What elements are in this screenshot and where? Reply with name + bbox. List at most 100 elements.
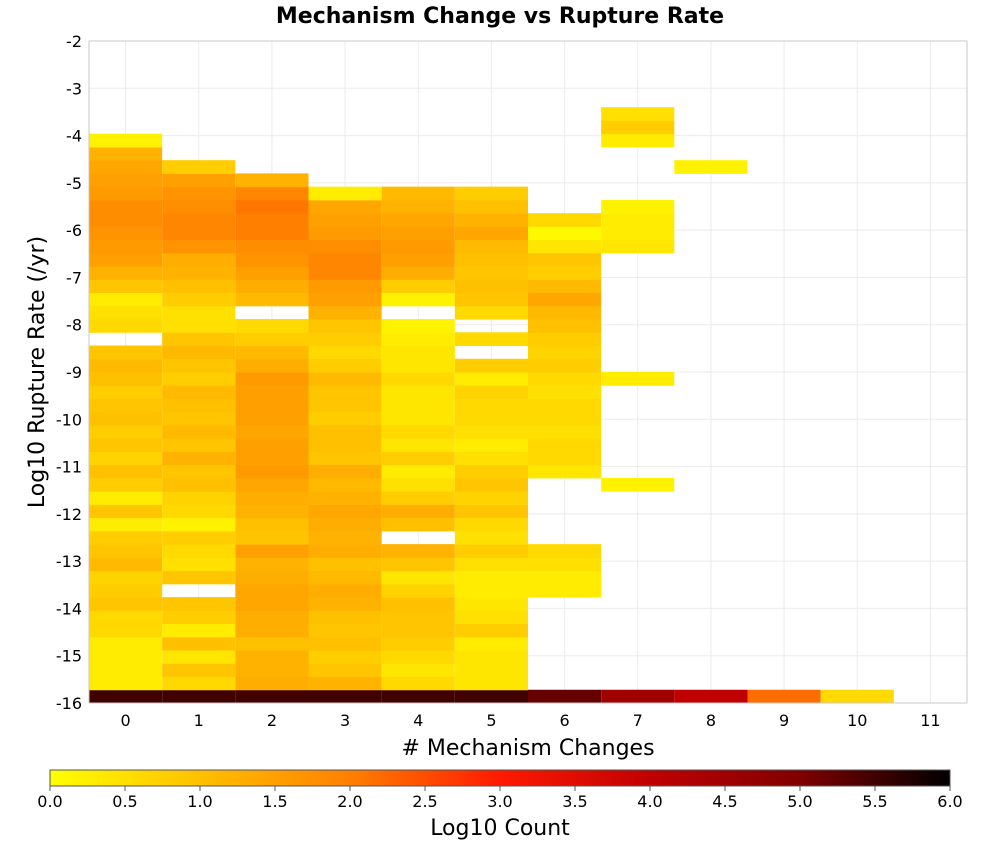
heatmap-cell	[235, 636, 309, 651]
colorbar-tick-label: 4.0	[637, 792, 662, 811]
heatmap-cell	[381, 477, 455, 492]
heatmap-cell	[381, 438, 455, 452]
heatmap-cell	[235, 266, 309, 280]
heatmap-cell	[528, 372, 602, 386]
heatmap-cell	[162, 226, 236, 241]
heatmap-cell	[235, 570, 309, 585]
colorbar-tick-label: 1.5	[262, 792, 287, 811]
heatmap-cell	[528, 213, 602, 227]
heatmap-cell	[235, 332, 309, 347]
heatmap-cell	[89, 385, 163, 399]
y-tick-label: -10	[56, 410, 82, 429]
heatmap-cell	[89, 424, 163, 439]
heatmap-cell	[454, 689, 528, 704]
heatmap-cell	[454, 570, 528, 585]
heatmap-cell	[235, 663, 309, 678]
heatmap-cell	[162, 252, 236, 267]
heatmap-cell	[747, 689, 821, 704]
heatmap-cell	[89, 504, 163, 519]
heatmap-cell	[89, 252, 163, 267]
heatmap-cell	[308, 438, 382, 452]
heatmap-cell	[454, 504, 528, 519]
x-tick-label: 7	[633, 711, 643, 730]
heatmap-cell	[454, 239, 528, 254]
heatmap-cell	[381, 650, 455, 664]
heatmap-cell	[162, 557, 236, 572]
x-tick-label: 0	[120, 711, 130, 730]
heatmap-cell	[162, 305, 236, 320]
heatmap-cell	[308, 544, 382, 558]
heatmap-cell	[89, 213, 163, 227]
heatmap-cell	[89, 438, 163, 452]
heatmap-cell	[381, 411, 455, 426]
heatmap-cell	[89, 530, 163, 545]
heatmap-cell	[308, 610, 382, 625]
heatmap-cell	[162, 570, 236, 585]
heatmap-cell	[162, 239, 236, 254]
y-tick-label: -14	[56, 599, 82, 618]
heatmap-cell	[235, 345, 309, 360]
heatmap-cell	[89, 173, 163, 188]
heatmap-cell	[89, 305, 163, 320]
heatmap-cell	[308, 424, 382, 439]
heatmap-cell	[308, 372, 382, 386]
heatmap-cell	[381, 676, 455, 691]
heatmap-cell	[601, 120, 675, 135]
y-tick-label: -5	[66, 174, 82, 193]
heatmap-cell	[308, 279, 382, 294]
heatmap-cell	[162, 411, 236, 426]
heatmap-cell	[454, 372, 528, 386]
heatmap-cell	[601, 477, 675, 492]
heatmap-cell	[601, 239, 675, 254]
heatmap-cell	[308, 530, 382, 545]
heatmap-cell	[454, 279, 528, 294]
colorbar-ticks: 0.0 0.5 1.0 1.5 2.0 2.5 3.0 3.5 4.0 4.5 5.0 5.5 6.0	[37, 786, 963, 811]
heatmap-cell	[381, 636, 455, 651]
heatmap-cell	[454, 226, 528, 241]
heatmap-cell	[528, 319, 602, 333]
heatmap-cell	[454, 332, 528, 347]
y-tick-label: -8	[66, 316, 82, 335]
x-axis-label: # Mechanism Changes	[401, 736, 654, 761]
heatmap-cell	[308, 676, 382, 691]
heatmap-cell	[308, 636, 382, 651]
heatmap-cell	[308, 345, 382, 360]
heatmap-cell	[162, 650, 236, 664]
heatmap-cell	[235, 517, 309, 532]
x-axis-ticks: 0 1 2 3 4 5 6 7 8 9 10 11	[120, 711, 940, 730]
colorbar	[49, 769, 951, 787]
colorbar-tick-label: 5.5	[862, 792, 887, 811]
heatmap-cell	[235, 292, 309, 307]
heatmap-cell	[235, 504, 309, 519]
heatmap-cell	[454, 676, 528, 691]
colorbar-tick-label: 4.5	[712, 792, 737, 811]
colorbar-tick-label: 0.0	[37, 792, 62, 811]
heatmap-cell	[162, 504, 236, 519]
heatmap-cell	[454, 186, 528, 201]
heatmap-cell	[381, 239, 455, 254]
heatmap-cell	[381, 186, 455, 201]
heatmap-cell	[162, 689, 236, 704]
heatmap-cell	[89, 650, 163, 664]
heatmap-cell	[454, 477, 528, 492]
heatmap-cell	[235, 173, 309, 188]
heatmap-cell	[528, 226, 602, 241]
heatmap-cell	[601, 226, 675, 241]
heatmap-cell	[528, 239, 602, 254]
colorbar-tick-label: 5.0	[787, 792, 812, 811]
heatmap-cell	[89, 292, 163, 307]
heatmap-cell	[308, 597, 382, 611]
heatmap-cell	[454, 385, 528, 399]
heatmap-cell	[89, 133, 163, 148]
colorbar-tick-label: 3.5	[562, 792, 587, 811]
heatmap-cell	[381, 332, 455, 347]
heatmap-cell	[308, 226, 382, 241]
heatmap-cell	[454, 623, 528, 638]
x-tick-label: 2	[267, 711, 277, 730]
heatmap-cell	[89, 398, 163, 413]
heatmap-cell	[381, 451, 455, 466]
heatmap-cell	[308, 292, 382, 307]
heatmap-cell	[528, 570, 602, 585]
heatmap-cell	[454, 438, 528, 452]
